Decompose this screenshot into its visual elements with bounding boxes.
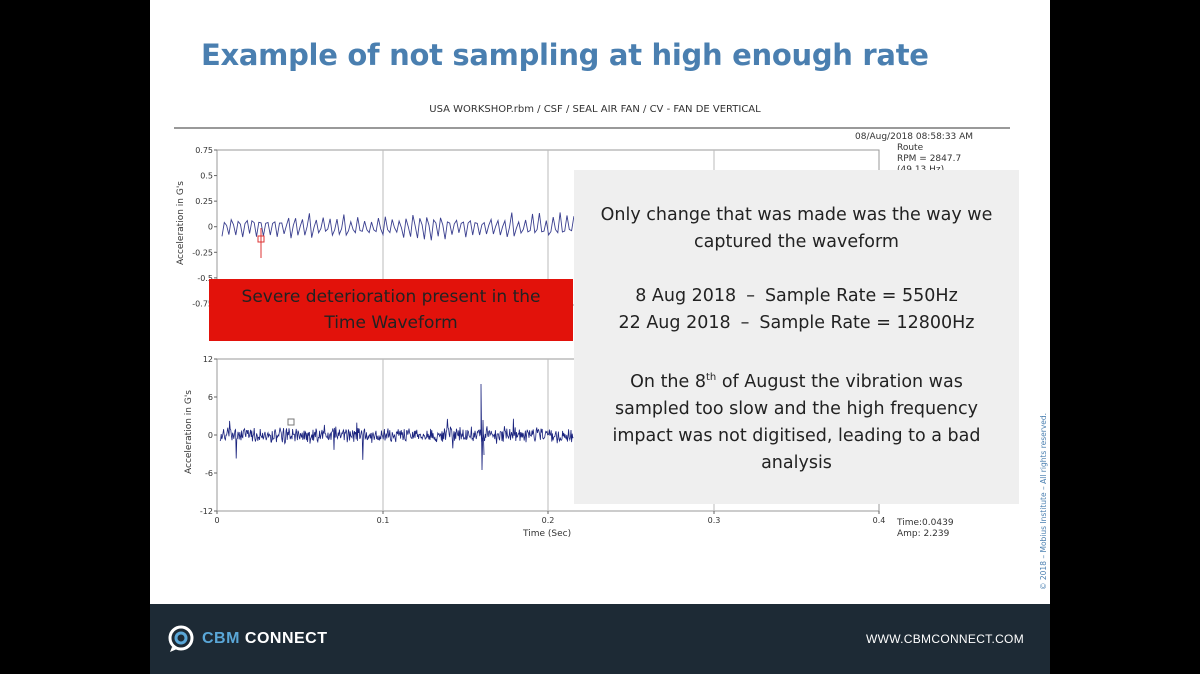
info-para-line3: impact was not digitised, leading to a b… bbox=[612, 425, 981, 446]
bottom-ytick-label: 6 bbox=[208, 393, 213, 402]
bottom-xtick-label: 0.4 bbox=[873, 516, 886, 525]
copyright-text: © 2018 – Mobius Institute – All rights r… bbox=[1039, 412, 1048, 590]
bottom-chart-xlabel: Time (Sec) bbox=[523, 529, 572, 539]
bottom-ytick-label: 0 bbox=[208, 431, 213, 440]
top-ytick-label: -0.5 bbox=[197, 274, 213, 283]
logo-text: CBM CONNECT bbox=[202, 630, 328, 648]
bottom-ytick-label: 12 bbox=[203, 355, 213, 364]
top-ytick-label: 0.25 bbox=[195, 197, 213, 206]
para-a: On the 8 bbox=[630, 371, 706, 392]
top-ytick-label: -0.75 bbox=[192, 299, 213, 308]
para-sup: th bbox=[706, 372, 717, 383]
info-box: Only change that was made was the way we… bbox=[574, 170, 1019, 504]
meta-rpm: RPM = 2847.7 bbox=[897, 154, 962, 164]
rate2-dash: – bbox=[740, 313, 750, 333]
bottom-cursor-marker bbox=[287, 418, 295, 426]
meta-datetime: 08/Aug/2018 08:58:33 AM bbox=[855, 132, 974, 142]
rate1-text: Sample Rate = 550Hz bbox=[764, 286, 958, 306]
plot-header: USA WORKSHOP.rbm / CSF / SEAL AIR FAN / … bbox=[429, 104, 761, 115]
website-url: WWW.CBMCONNECT.COM bbox=[865, 632, 1024, 646]
slide: Example of not sampling at high enough r… bbox=[150, 0, 1050, 674]
top-ytick-label: 0.75 bbox=[195, 146, 213, 155]
readout-amp: Amp: 2.239 bbox=[897, 529, 950, 539]
red-callout: Severe deterioration present in the Time… bbox=[209, 279, 573, 341]
bottom-chart-ylabel: Acceleration in G's bbox=[184, 390, 194, 474]
para-b: of August the vibration was bbox=[716, 371, 963, 392]
rate1-dash: – bbox=[746, 286, 755, 306]
header-divider bbox=[174, 127, 1010, 129]
top-waveform-line bbox=[221, 212, 575, 241]
bottom-xtick-label: 0.1 bbox=[377, 516, 390, 525]
info-para-line1: On the 8th of August the vibration was bbox=[588, 364, 1005, 396]
readout-time: Time:0.0439 bbox=[897, 518, 954, 528]
cbm-logo-icon bbox=[168, 625, 194, 652]
logo-connect: CONNECT bbox=[244, 630, 328, 647]
rate-row-1: 8 Aug 2018 – Sample Rate = 550Hz bbox=[588, 283, 1005, 310]
info-line1: Only change that was made was the way we bbox=[600, 205, 993, 225]
rate2-text: Sample Rate = 12800Hz bbox=[759, 313, 975, 333]
top-chart-ylabel: Acceleration in G's bbox=[176, 181, 186, 265]
top-ytick-label: -0.25 bbox=[192, 248, 213, 257]
bottom-xtick-label: 0 bbox=[214, 516, 219, 525]
info-para-line4: analysis bbox=[761, 452, 832, 473]
red-callout-line2: Time Waveform bbox=[324, 313, 458, 333]
bottom-xtick-label: 0.3 bbox=[708, 516, 721, 525]
info-para-line2: sampled too slow and the high frequency bbox=[615, 398, 978, 419]
info-line2: captured the waveform bbox=[694, 232, 899, 252]
bottom-waveform-line bbox=[219, 383, 574, 471]
top-ytick-label: 0 bbox=[208, 223, 213, 232]
red-callout-line1: Severe deterioration present in the bbox=[241, 287, 541, 307]
cbm-connect-logo: CBM CONNECT bbox=[168, 625, 328, 653]
footer-bar: CBM CONNECT WWW.CBMCONNECT.COM bbox=[150, 604, 1050, 674]
bottom-ytick-label: -6 bbox=[205, 469, 213, 478]
top-cursor-marker bbox=[257, 235, 265, 243]
slide-title: Example of not sampling at high enough r… bbox=[201, 38, 929, 72]
logo-cbm: CBM bbox=[202, 630, 240, 647]
rate1-date: 8 Aug 2018 bbox=[635, 286, 737, 306]
meta-route: Route bbox=[897, 143, 924, 153]
bottom-xtick-label: 0.2 bbox=[542, 516, 555, 525]
rate2-date: 22 Aug 2018 bbox=[618, 313, 731, 333]
top-ytick-label: 0.5 bbox=[200, 172, 213, 181]
bottom-ytick-label: -12 bbox=[200, 507, 213, 516]
rate-row-2: 22 Aug 2018 – Sample Rate = 12800Hz bbox=[588, 310, 1005, 337]
meta-hz: (49.13 Hz) bbox=[897, 165, 945, 171]
